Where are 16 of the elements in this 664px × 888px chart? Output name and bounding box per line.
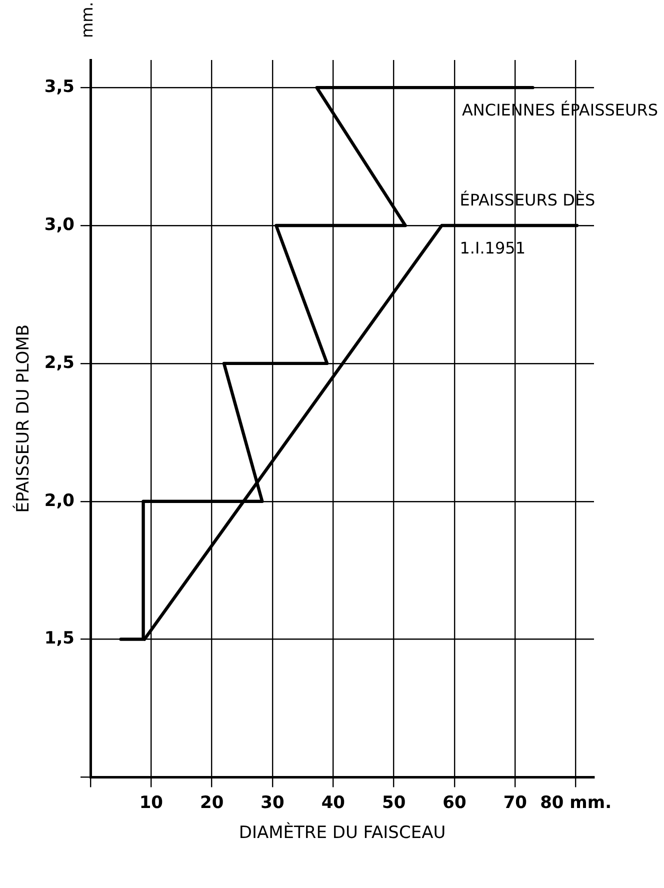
x-tick-label: 20 [200, 792, 224, 813]
x-tick-label: 80 mm. [540, 792, 612, 813]
x-tick-label: 50 [382, 792, 406, 813]
y-tick-label: 2,0 [44, 490, 75, 511]
x-tick-label: 70 [503, 792, 528, 813]
y-tick-label: 1,5 [44, 628, 75, 649]
x-tick-label: 40 [321, 792, 346, 813]
y-axis-title: ÉPAISSEUR DU PLOMB [12, 324, 34, 513]
text: mm. [78, 2, 97, 38]
x-tick-label: 30 [260, 792, 284, 813]
x-tick-label: 60 [442, 792, 466, 813]
y-tick-label: 3,0 [44, 214, 75, 235]
x-axis-title: DIAMÈTRE DU FAISCEAU [238, 822, 446, 844]
y-tick-label: 2,5 [44, 352, 75, 373]
y-tick-label: 3,5 [44, 77, 75, 98]
x-tick-label: 10 [139, 792, 164, 813]
